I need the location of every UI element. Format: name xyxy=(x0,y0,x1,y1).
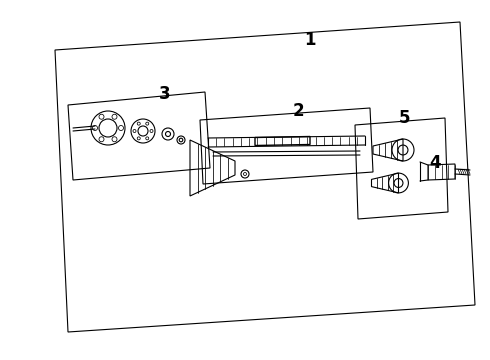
Text: 2: 2 xyxy=(292,102,304,120)
Text: 1: 1 xyxy=(304,31,316,49)
Text: 3: 3 xyxy=(159,85,171,103)
Text: 5: 5 xyxy=(399,109,411,127)
Text: 4: 4 xyxy=(429,154,441,172)
